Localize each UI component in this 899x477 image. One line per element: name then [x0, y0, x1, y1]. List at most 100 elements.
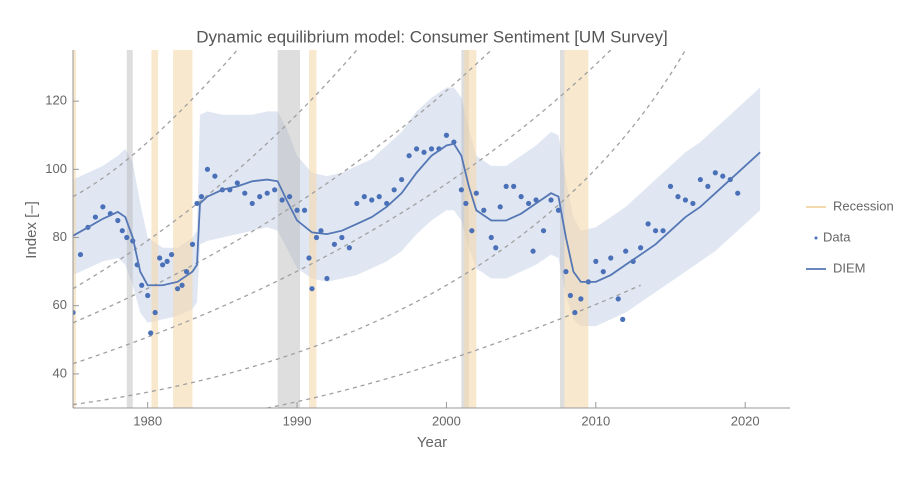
data-point — [518, 194, 524, 200]
data-point — [593, 258, 599, 264]
data-point — [160, 262, 166, 268]
data-point — [548, 197, 554, 203]
data-point — [174, 286, 181, 292]
recession-band — [564, 50, 589, 408]
data-point — [463, 200, 469, 207]
data-point — [428, 146, 435, 152]
data-point — [421, 149, 427, 155]
data-point — [667, 183, 674, 189]
data-point — [139, 282, 145, 288]
data-point — [249, 200, 255, 207]
data-point — [511, 183, 517, 189]
data-point — [331, 241, 338, 247]
data-point — [735, 190, 741, 196]
data-point — [705, 183, 711, 189]
data-point — [493, 245, 499, 251]
data-point — [578, 296, 584, 302]
data-point — [697, 176, 703, 183]
y-tick-label: 40 — [53, 365, 67, 380]
plot-area — [73, 50, 761, 408]
chart-title: Dynamic equilibrium model: Consumer Sent… — [196, 27, 667, 46]
data-point — [572, 309, 578, 316]
guide-curve — [73, 50, 492, 324]
data-point — [148, 330, 154, 336]
data-point — [712, 170, 718, 176]
data-point — [119, 228, 125, 234]
data-point — [164, 258, 170, 264]
guide-curve — [73, 50, 238, 198]
guide-curve — [73, 50, 686, 406]
data-point — [503, 183, 509, 189]
data-point — [533, 197, 539, 203]
data-point — [600, 269, 606, 275]
data-point — [198, 194, 205, 200]
x-tick-label: 2010 — [581, 413, 610, 428]
x-tick-label: 2020 — [731, 413, 760, 428]
data-point — [720, 173, 726, 179]
data-point — [257, 194, 263, 200]
legend-label: Recession — [833, 198, 894, 213]
data-point — [301, 207, 308, 213]
data-point — [638, 245, 644, 251]
data-point — [391, 187, 397, 193]
y-tick-label: 60 — [53, 297, 67, 312]
y-tick-label: 120 — [45, 93, 67, 108]
data-point — [690, 200, 696, 207]
data-point — [615, 296, 621, 302]
data-point — [204, 166, 211, 172]
data-point — [645, 221, 651, 227]
legend-swatch — [814, 236, 818, 240]
y-tick-label: 80 — [53, 229, 67, 244]
data-point — [376, 194, 382, 200]
data-point — [488, 234, 494, 241]
data-point — [530, 248, 536, 254]
data-point — [682, 197, 689, 203]
recession-band — [309, 50, 317, 408]
data-point — [443, 132, 450, 138]
legend-label: DIEM — [833, 260, 866, 275]
x-axis-label: Year — [417, 434, 447, 451]
data-point — [242, 190, 248, 196]
data-point — [115, 217, 121, 224]
data-point — [73, 309, 76, 316]
data-point — [540, 228, 547, 234]
guide-curve — [267, 284, 641, 408]
data-point — [675, 194, 681, 200]
data-point — [563, 269, 569, 275]
data-point — [567, 292, 574, 299]
y-tick-label: 100 — [45, 161, 67, 176]
data-point — [183, 269, 190, 275]
data-point — [369, 197, 375, 203]
data-point — [279, 197, 285, 203]
x-tick-label: 2000 — [432, 413, 461, 428]
data-point — [318, 228, 324, 234]
data-point — [525, 200, 532, 207]
data-point — [189, 241, 196, 247]
data-point — [77, 251, 84, 258]
data-point — [145, 292, 151, 299]
data-point — [413, 146, 420, 152]
data-point — [309, 286, 315, 292]
recession-band — [173, 50, 193, 408]
data-point — [458, 187, 464, 193]
guide-curve — [73, 50, 358, 290]
x-tick-label: 1980 — [133, 413, 162, 428]
shock-band — [559, 50, 565, 408]
data-point — [100, 204, 106, 210]
data-point — [124, 234, 130, 241]
data-point — [157, 255, 163, 261]
data-point — [469, 228, 475, 234]
data-point — [264, 190, 270, 196]
data-point — [354, 200, 360, 207]
data-point — [234, 180, 240, 186]
data-point — [473, 190, 479, 196]
data-point — [346, 245, 352, 251]
data-point — [406, 153, 412, 159]
data-point — [168, 251, 175, 258]
x-tick-label: 1990 — [283, 413, 312, 428]
data-point — [652, 228, 659, 234]
guide-curve — [73, 50, 612, 365]
data-point — [623, 248, 629, 254]
data-point — [555, 207, 562, 213]
